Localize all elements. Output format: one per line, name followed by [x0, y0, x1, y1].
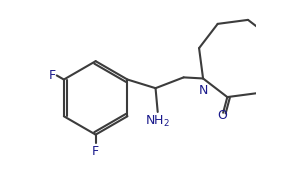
Text: F: F: [48, 69, 55, 82]
Text: NH$_2$: NH$_2$: [145, 114, 170, 129]
Text: O: O: [217, 109, 227, 122]
Text: F: F: [92, 144, 99, 158]
Text: N: N: [198, 84, 208, 97]
